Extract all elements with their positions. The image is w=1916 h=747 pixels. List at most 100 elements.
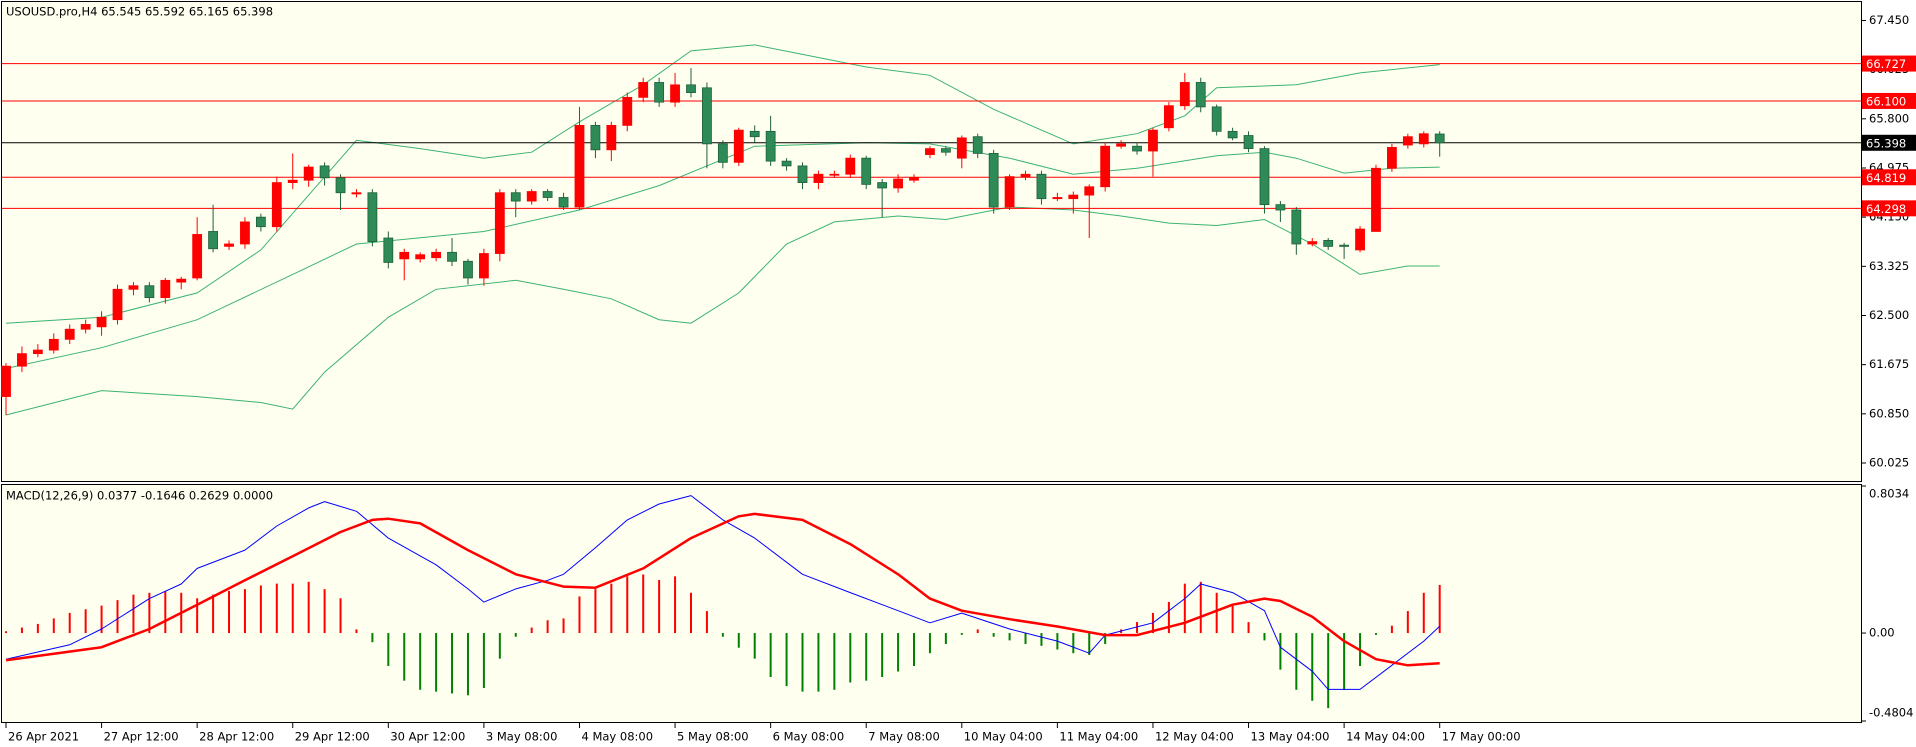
y-tick-label: 62.500 — [1869, 308, 1909, 322]
candle-body — [1036, 173, 1047, 200]
chart-title: USOUSD.pro,H4 65.545 65.592 65.165 65.39… — [6, 5, 273, 19]
candle-body — [160, 279, 171, 299]
x-tick-label: 26 Apr 2021 — [8, 730, 79, 744]
candle-body — [303, 166, 314, 181]
candle-body — [1227, 130, 1238, 139]
y-tick-label: -0.4804 — [1869, 706, 1913, 720]
chart-title: MACD(12,26,9) 0.0377 -0.1646 0.2629 0.00… — [6, 489, 273, 503]
candle-body — [606, 124, 617, 151]
candle-body — [1339, 244, 1350, 247]
candle-body — [335, 177, 346, 194]
candle-body — [797, 165, 808, 183]
y-tick-label: 0.8034 — [1869, 487, 1909, 501]
y-tick-label: 65.800 — [1869, 111, 1909, 125]
bollinger-band — [5, 206, 1440, 416]
candle-body — [1163, 105, 1174, 129]
candle-body — [128, 285, 139, 290]
candle-body — [1195, 82, 1206, 108]
candle-body — [447, 251, 457, 262]
candle-body — [64, 328, 75, 340]
candle-body — [415, 254, 426, 260]
x-tick-label: 13 May 04:00 — [1251, 730, 1330, 744]
candle-body — [1052, 197, 1063, 200]
price-level-label: 64.819 — [1866, 171, 1906, 185]
candle-body — [733, 129, 744, 163]
candle-body — [96, 316, 107, 328]
candle-body — [399, 251, 410, 260]
candle-body — [319, 165, 330, 179]
candle-body — [80, 324, 91, 330]
candle-body — [240, 221, 250, 245]
y-tick-label: 61.675 — [1869, 357, 1909, 371]
price-level-label: 66.100 — [1866, 94, 1906, 108]
candle-body — [526, 191, 537, 202]
y-tick-label: 60.850 — [1869, 406, 1909, 420]
x-tick-label: 14 May 04:00 — [1346, 730, 1425, 744]
x-tick-label: 27 Apr 12:00 — [104, 730, 179, 744]
candle-body — [1004, 176, 1015, 208]
candle-body — [144, 285, 155, 299]
candle-body — [208, 231, 218, 250]
candle-body — [622, 96, 633, 126]
x-tick-label: 4 May 08:00 — [581, 730, 653, 744]
candle-body — [176, 278, 187, 283]
candle-body — [1020, 173, 1031, 178]
candle-body — [925, 148, 935, 155]
x-tick-label: 3 May 08:00 — [486, 730, 558, 744]
candle-body — [988, 152, 999, 208]
macd-panel — [1, 484, 1862, 723]
candle-body — [686, 84, 696, 93]
candle-body — [463, 260, 473, 279]
x-tick-label: 5 May 08:00 — [677, 730, 749, 744]
price-level-label: 65.398 — [1866, 136, 1906, 150]
candle-body — [255, 216, 266, 228]
candle-body — [781, 160, 792, 167]
x-tick-label: 29 Apr 12:00 — [295, 730, 370, 744]
candle-body — [494, 192, 505, 254]
candle-body — [224, 243, 234, 247]
candle-body — [1418, 133, 1429, 145]
price-level-box — [1862, 200, 1916, 217]
candle-body — [1084, 186, 1095, 196]
candle-body — [510, 192, 521, 202]
x-tick-label: 28 Apr 12:00 — [199, 730, 274, 744]
candle-body — [1402, 136, 1413, 146]
candle-body — [1179, 82, 1190, 107]
candle-body — [1387, 147, 1397, 169]
candle-body — [702, 87, 712, 145]
candle-body — [558, 197, 569, 208]
x-tick-label: 17 May 00:00 — [1442, 730, 1521, 744]
bollinger-band — [5, 44, 1440, 324]
macd-line — [5, 495, 1441, 690]
candle-body — [717, 143, 728, 163]
y-tick-label: 67.450 — [1869, 13, 1909, 27]
candle-body — [972, 136, 983, 154]
candle-body — [351, 192, 362, 195]
price-panel — [1, 1, 1862, 482]
candle-body — [893, 178, 903, 189]
candle-body — [1243, 135, 1254, 150]
candle-body — [192, 234, 203, 279]
price-level-label: 66.727 — [1866, 57, 1906, 71]
price-level-box — [1862, 169, 1916, 186]
candle-body — [654, 82, 665, 103]
x-tick-label: 11 May 04:00 — [1059, 730, 1138, 744]
candle-body — [845, 157, 856, 175]
candle-body — [877, 182, 888, 189]
y-tick-label: 60.025 — [1869, 456, 1909, 470]
candle-body — [1371, 167, 1381, 232]
candle-body — [1434, 133, 1445, 144]
candle-body — [1116, 143, 1126, 147]
y-tick-label: 63.325 — [1869, 259, 1909, 273]
candle-body — [431, 251, 442, 259]
candle-body — [1132, 145, 1142, 152]
candle-body — [749, 130, 760, 138]
price-level-box — [1862, 134, 1916, 151]
candle-body — [367, 192, 378, 242]
candle-body — [1, 365, 11, 397]
candle-body — [1148, 129, 1158, 152]
candle-body — [1211, 106, 1222, 132]
x-tick-label: 6 May 08:00 — [773, 730, 845, 744]
